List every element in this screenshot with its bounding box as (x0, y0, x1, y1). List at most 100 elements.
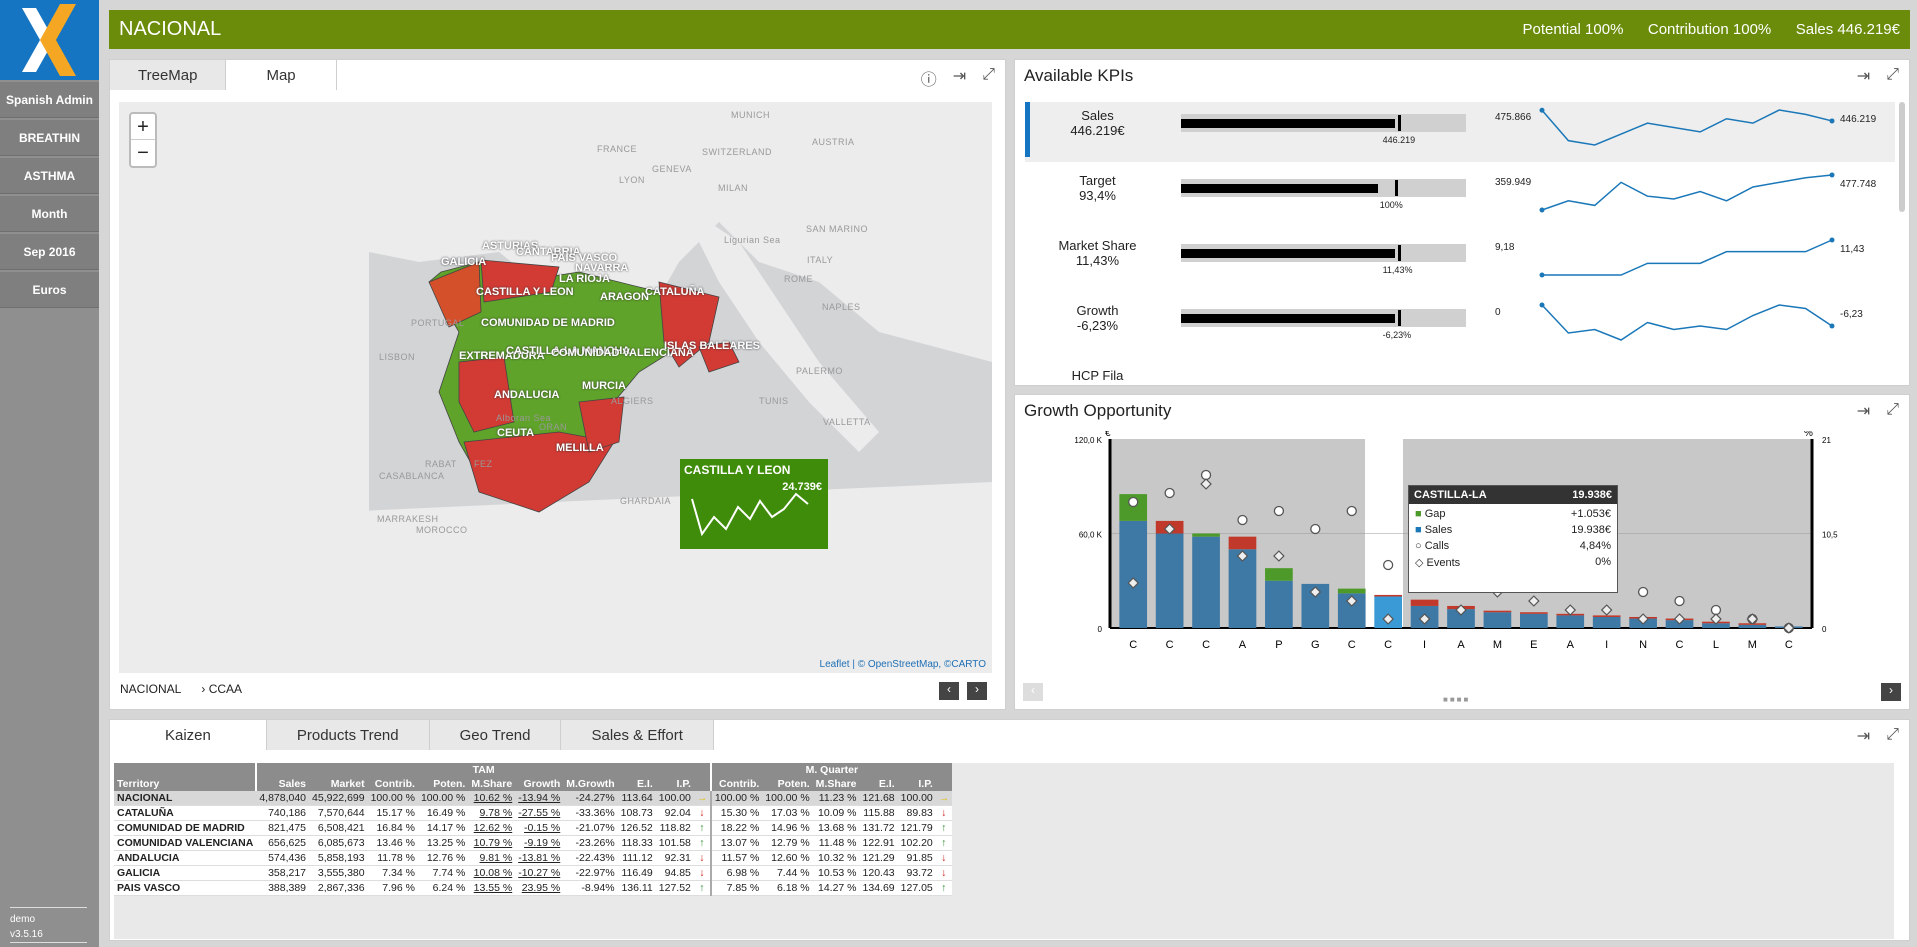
region-label[interactable]: MURCIA (582, 380, 626, 392)
sidebar-item-sep-2016[interactable]: Sep 2016 (0, 234, 99, 270)
table-row[interactable]: GALICIA 358,217 3,555,380 7.34 % 7.74 % 10.08… (114, 865, 952, 881)
expand-icon[interactable]: ⤢ (982, 66, 995, 83)
kpi-name: Market Share 11,43% (1058, 238, 1137, 268)
sidebar-item-spanish-admin[interactable]: Spanish Admin (0, 82, 99, 118)
table-row[interactable]: CATALUÑA 740,186 7,570,644 15.17 % 16.49 % 9.… (114, 805, 952, 821)
kpi-row[interactable]: Target 93,4% 100% 359.949 477.748 (1025, 167, 1895, 227)
column-header[interactable]: Contrib. (709, 777, 763, 791)
column-header[interactable]: E.I. (617, 777, 656, 791)
kpi-spark-point (1829, 237, 1835, 243)
region-label[interactable]: COMUNIDAD DE MADRID (481, 317, 615, 329)
region-label[interactable]: CANTABRIA (516, 246, 581, 258)
expand-icon[interactable]: ⤢ (1886, 726, 1899, 743)
kpi-row[interactable]: HCP Fila (1025, 362, 1895, 382)
place-label: MARRAKESH (377, 514, 439, 524)
region-label[interactable]: CASTILLA Y LEON (476, 286, 574, 298)
place-label: FRANCE (597, 144, 638, 154)
sidebar-item-breathin[interactable]: BREATHIN (0, 120, 99, 156)
column-header[interactable]: E.I. (859, 777, 898, 791)
table-row[interactable]: ANDALUCIA 574,436 5,858,193 11.78 % 12.76 % 9… (114, 850, 952, 866)
region-label[interactable]: MELILLA (556, 442, 604, 454)
kpi-row[interactable]: Growth -6,23% -6,23% 0 -6,23 (1025, 297, 1895, 357)
column-header[interactable]: Poten. (762, 777, 813, 791)
next-button[interactable]: › (967, 682, 987, 700)
y-tick-label: 120,0 K (1074, 436, 1102, 445)
column-header[interactable]: M.Share (812, 777, 860, 791)
column-header[interactable] (935, 777, 952, 791)
table-row[interactable]: COMUNIDAD VALENCIANA 656,625 6,085,673 13.4… (114, 835, 952, 851)
tab-geo-trend[interactable]: Geo Trend (429, 720, 562, 750)
events-point (1163, 523, 1176, 535)
y-tick-label: 60,0 K (1079, 531, 1103, 540)
version-label: v3.5.16 (10, 929, 43, 940)
arrow-up-icon: ↑ (699, 882, 705, 894)
column-header[interactable]: Sales (255, 777, 310, 791)
breadcrumb: NACIONAL › CCAA (120, 682, 242, 696)
sales-bar (1228, 549, 1257, 628)
region-label[interactable]: PAIS VASCO (551, 252, 618, 264)
export-icon[interactable]: ⇥ (1856, 728, 1871, 745)
tab-sales-effort[interactable]: Sales & Effort (561, 720, 714, 750)
x-tick-label: L (1713, 639, 1719, 651)
map-attribution[interactable]: Leaflet | © OpenStreetMap, ©CARTO (819, 659, 986, 670)
column-header[interactable]: I.P. (655, 777, 694, 791)
next-button[interactable]: › (1881, 683, 1901, 701)
kpi-bar-label: -6,23% (1382, 330, 1412, 340)
place-label: ITALY (807, 255, 834, 265)
tooltip-row: ■ Gap +1.053€ (1415, 508, 1611, 520)
breadcrumb-item[interactable]: › CCAA (201, 682, 243, 696)
prev-button[interactable]: ‹ (1023, 683, 1043, 701)
tab-treemap[interactable]: TreeMap (110, 60, 227, 90)
sidebar-item-asthma[interactable]: ASTHMA (0, 158, 99, 194)
region-label[interactable]: ISLAS BALEARES (664, 340, 760, 352)
region-label[interactable]: ANDALUCIA (494, 389, 560, 401)
gap-bar (1483, 610, 1512, 613)
kpi-row[interactable]: Market Share 11,43% 11,43% 9,18 11,43 (1025, 232, 1895, 292)
region-label[interactable]: LA RIOJA (559, 273, 610, 285)
tab-products-trend[interactable]: Products Trend (266, 720, 430, 750)
export-icon[interactable]: ⇥ (1856, 403, 1871, 420)
region-label[interactable]: ARAGON (600, 291, 649, 303)
sales-bar (1192, 536, 1220, 628)
map-view[interactable]: ASTURIAS CANTABRIA PAIS VASCO NAVARRA GALICI… (119, 102, 992, 673)
region-label[interactable]: COMUNIDAD VALENCIANA (551, 347, 694, 359)
prev-button[interactable]: ‹ (939, 682, 959, 700)
table-row[interactable]: NACIONAL 4,878,040 45,922,699 100.00 % 100.0… (114, 791, 952, 806)
region-label[interactable]: GALICIA (441, 256, 487, 268)
sidebar-item-euros[interactable]: Euros (0, 272, 99, 308)
kpi-row[interactable]: Sales 446.219€ 446.219 475.866 446.219 (1025, 102, 1895, 162)
kpi-bar-label: 100% (1379, 200, 1403, 210)
region-label[interactable]: CEUTA (497, 427, 535, 439)
region-label[interactable]: ASTURIAS (482, 240, 539, 252)
zoom-out-button[interactable]: − (137, 142, 149, 164)
column-header[interactable]: M.Growth (563, 777, 618, 791)
region-label[interactable]: CASTILLA-LA MANCHA (506, 345, 631, 357)
region-label[interactable]: NAVARRA (575, 262, 629, 274)
column-header[interactable]: Market (309, 777, 368, 791)
info-icon[interactable]: ⓘ (920, 72, 937, 89)
pager-dots[interactable]: ■■■■ (1443, 695, 1471, 704)
column-header[interactable]: I.P. (897, 777, 936, 791)
arrow-down-icon: ↓ (941, 852, 947, 864)
column-header[interactable]: Contrib. (367, 777, 418, 791)
column-header[interactable]: Territory (114, 777, 257, 791)
region-label[interactable]: CATALUÑA (645, 286, 705, 298)
column-header[interactable]: Poten. (417, 777, 469, 791)
zoom-in-button[interactable]: + (131, 114, 155, 140)
expand-icon[interactable]: ⤢ (1886, 66, 1899, 83)
tab-kaizen[interactable]: Kaizen (110, 720, 267, 750)
sidebar-item-month[interactable]: Month (0, 196, 99, 232)
export-icon[interactable]: ⇥ (952, 68, 967, 85)
tab-map[interactable]: Map (226, 60, 337, 90)
export-icon[interactable]: ⇥ (1856, 68, 1871, 85)
table-row[interactable]: PAIS VASCO 388,389 2,867,336 7.96 % 6.24 % 13… (114, 880, 952, 896)
scrollbar[interactable] (1899, 102, 1905, 212)
column-header[interactable] (693, 777, 711, 791)
table-row[interactable]: COMUNIDAD DE MADRID 821,475 6,508,421 16.84… (114, 820, 952, 836)
y2-unit: % (1804, 431, 1813, 439)
column-header[interactable]: M.Share (468, 777, 516, 791)
breadcrumb-item[interactable]: NACIONAL (120, 682, 182, 696)
expand-icon[interactable]: ⤢ (1886, 401, 1899, 418)
column-header[interactable]: Growth (515, 777, 564, 791)
region-label[interactable]: EXTREMADURA (459, 350, 545, 362)
